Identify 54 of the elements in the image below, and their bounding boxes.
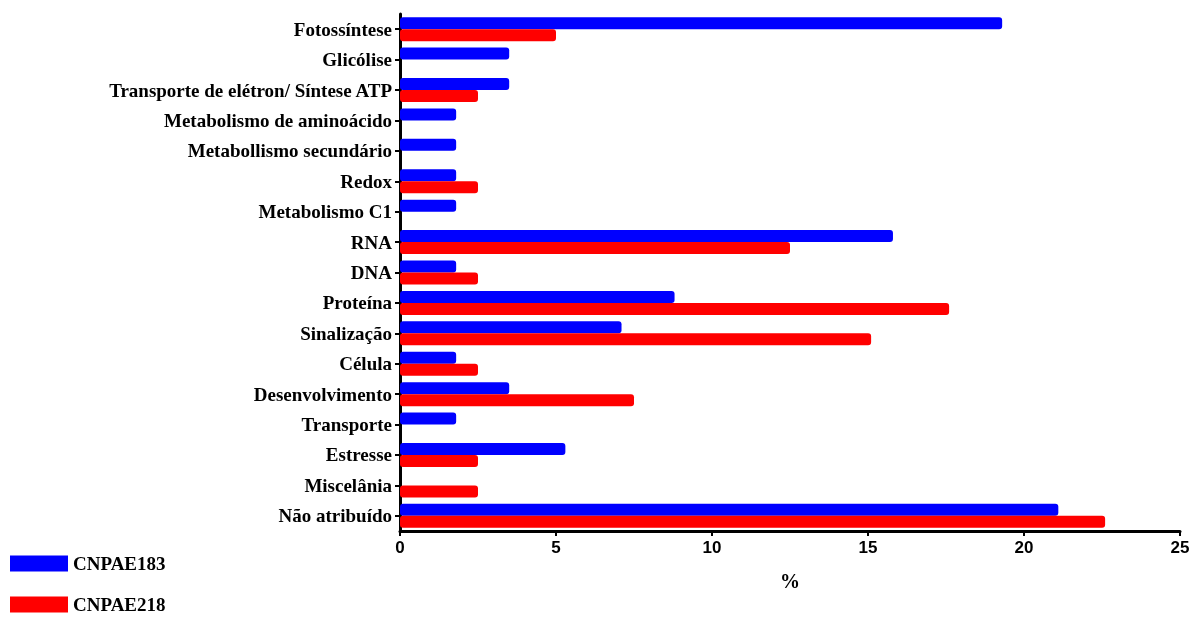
x-tick-label: 25 xyxy=(1170,538,1190,557)
bar xyxy=(400,382,510,395)
x-tick-label: 5 xyxy=(551,538,561,557)
bar xyxy=(400,47,510,60)
y-tick-label: Metabolismo C1 xyxy=(258,201,392,223)
bar xyxy=(400,412,457,425)
x-tick-label: 20 xyxy=(1014,538,1034,557)
x-tick-label: 0 xyxy=(395,538,405,557)
bar xyxy=(400,169,457,182)
y-tick-label: Redox xyxy=(340,170,393,192)
bar xyxy=(400,363,478,376)
y-tick-label: Metabolismo de aminoácido xyxy=(164,109,392,131)
y-tick-label: Não atribuído xyxy=(278,505,392,527)
bar xyxy=(400,302,950,315)
x-axis-title: % xyxy=(780,570,800,592)
bar xyxy=(400,181,478,194)
bar xyxy=(400,260,457,273)
y-tick-label: Transporte xyxy=(301,414,392,436)
bar xyxy=(400,138,457,151)
bar xyxy=(400,242,790,255)
bar xyxy=(400,394,634,407)
y-tick-label: Glicólise xyxy=(322,49,392,71)
y-tick-label: Miscelânia xyxy=(304,474,393,496)
y-tick-label: Metabollismo secundário xyxy=(187,140,392,162)
bar xyxy=(400,321,622,334)
legend-label: CNPAE218 xyxy=(73,594,166,615)
bar xyxy=(400,333,872,346)
bar xyxy=(400,90,478,103)
bar xyxy=(400,230,893,243)
bar xyxy=(400,485,478,498)
y-tick-label: Sinalização xyxy=(300,322,392,344)
y-tick-label: Fotossíntese xyxy=(293,18,392,40)
bar xyxy=(400,515,1106,528)
bar xyxy=(400,442,566,455)
x-tick-label: 15 xyxy=(858,538,878,557)
bar xyxy=(400,454,478,467)
bar xyxy=(400,199,457,212)
bar xyxy=(400,17,1003,30)
bar xyxy=(400,78,510,91)
bar xyxy=(400,272,478,285)
y-tick-label: RNA xyxy=(350,231,393,253)
y-tick-label: Transporte de elétron/ Síntese ATP xyxy=(109,79,393,101)
bar xyxy=(400,351,457,364)
y-tick-label: DNA xyxy=(350,262,393,283)
bar xyxy=(400,29,556,42)
y-tick-label: Célula xyxy=(339,353,393,375)
bar xyxy=(400,108,457,121)
y-tick-label: Estresse xyxy=(325,444,392,466)
bar xyxy=(400,503,1059,516)
legend-label: CNPAE183 xyxy=(73,553,166,574)
y-tick-label: Desenvolvimento xyxy=(253,383,392,405)
x-tick-label: 10 xyxy=(702,538,722,557)
bar xyxy=(400,290,675,303)
y-tick-label: Proteína xyxy=(322,292,393,314)
